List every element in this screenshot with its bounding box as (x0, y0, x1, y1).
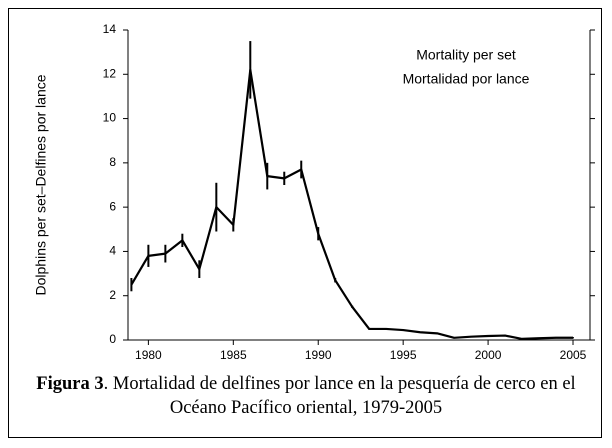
annotation: Mortalidad por lance (403, 71, 530, 87)
y-tick-label: 14 (103, 22, 117, 36)
x-tick-label: 1990 (305, 348, 332, 362)
caption-text: . Mortalidad de delfines por lance en la… (103, 374, 576, 418)
y-tick-label: 0 (109, 332, 116, 346)
x-tick-label: 1995 (390, 348, 417, 362)
x-tick-label: 2005 (560, 348, 587, 362)
y-tick-label: 12 (103, 66, 117, 80)
x-tick-label: 1980 (135, 348, 162, 362)
x-tick-label: 2000 (475, 348, 502, 362)
y-tick-label: 4 (109, 244, 116, 258)
caption-label: Figura 3 (36, 374, 104, 394)
y-axis-label: Dolphins per set–Delfines por lance (33, 74, 49, 295)
figure-frame (8, 8, 602, 438)
y-tick-label: 6 (109, 199, 116, 213)
y-tick-label: 8 (109, 155, 116, 169)
data-line (130, 68, 574, 340)
annotation: Mortality per set (416, 47, 516, 63)
y-tick-label: 10 (103, 111, 117, 125)
y-tick-label: 2 (109, 288, 116, 302)
x-tick-label: 1985 (220, 348, 247, 362)
caption: Figura 3. Mortalidad de delfines por lan… (26, 372, 586, 420)
